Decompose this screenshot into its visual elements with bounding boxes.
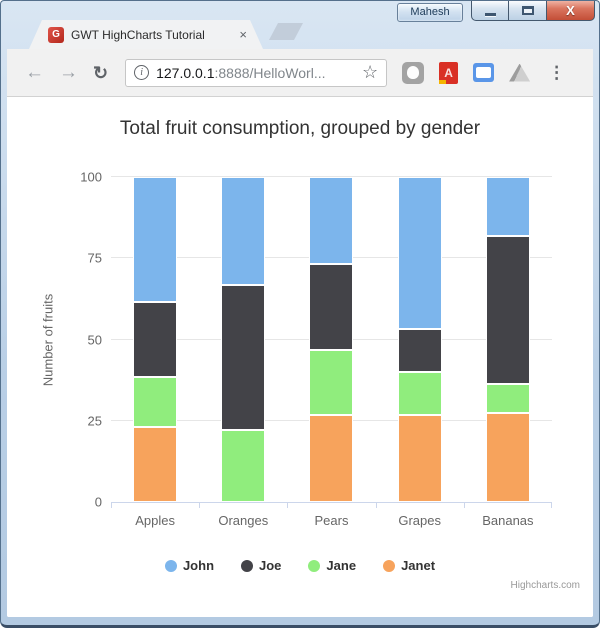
browser-body: ← → ↻ i 127.0.0.1:8888/HelloWorl... ☆ A … bbox=[7, 49, 593, 617]
bar-slot-oranges bbox=[199, 177, 287, 502]
legend-marker-icon bbox=[383, 559, 396, 572]
plot-area: Number of fruits 0 25 50 75 100 Apples Oranges… bbox=[41, 170, 552, 528]
refresh-button[interactable]: ↻ bbox=[93, 62, 109, 83]
bar-segment-joe-apples[interactable] bbox=[133, 302, 178, 377]
red-book-icon: A bbox=[439, 61, 459, 84]
legend-item-janet[interactable]: Janet bbox=[383, 558, 435, 573]
bar-segment-jane-oranges[interactable] bbox=[221, 429, 266, 502]
bar-segment-janet-bananas[interactable] bbox=[485, 413, 530, 502]
x-tick bbox=[463, 502, 465, 508]
maximize-icon bbox=[521, 6, 534, 15]
chart-title: Total fruit consumption, grouped by gend… bbox=[119, 118, 481, 139]
new-tab-button[interactable] bbox=[269, 23, 303, 40]
legend-label: Janet bbox=[401, 558, 436, 573]
x-tick bbox=[287, 502, 289, 508]
shield-icon bbox=[402, 61, 425, 84]
tab-title: GWT HighCharts Tutorial bbox=[71, 27, 205, 42]
y-tick-label: 50 bbox=[87, 332, 102, 347]
page-info-icon[interactable]: i bbox=[134, 65, 150, 80]
bar-segment-john-bananas[interactable] bbox=[485, 177, 530, 237]
browser-menu-button[interactable]: ⋮ bbox=[548, 62, 566, 82]
bar-segment-janet-pears[interactable] bbox=[309, 415, 354, 502]
legend-label: Joe bbox=[259, 558, 282, 573]
chart-page: Total fruit consumption, grouped by gend… bbox=[7, 97, 593, 617]
x-category-label: Apples bbox=[135, 513, 175, 528]
address-bar[interactable]: i 127.0.0.1:8888/HelloWorl... ☆ bbox=[125, 58, 388, 87]
photos-icon bbox=[473, 63, 495, 82]
bar-segment-john-pears[interactable] bbox=[309, 177, 354, 264]
tab-close-icon[interactable]: × bbox=[239, 27, 247, 42]
bookmark-star-icon[interactable]: ☆ bbox=[361, 62, 379, 82]
legend-label: Jane bbox=[326, 558, 357, 573]
minimize-button[interactable] bbox=[471, 1, 509, 21]
window-controls: X bbox=[471, 1, 595, 21]
browser-toolbar: ← → ↻ i 127.0.0.1:8888/HelloWorl... ☆ A … bbox=[7, 49, 593, 97]
bar-segment-jane-apples[interactable] bbox=[133, 377, 178, 427]
drive-triangle-icon bbox=[509, 63, 531, 82]
x-tick bbox=[111, 502, 112, 508]
bar-segment-jane-pears[interactable] bbox=[309, 350, 354, 416]
y-tick-label: 0 bbox=[94, 494, 102, 510]
bar-segment-john-apples[interactable] bbox=[133, 177, 178, 302]
bar-segment-joe-oranges[interactable] bbox=[221, 285, 266, 430]
bar-grapes bbox=[397, 177, 442, 502]
minimize-icon bbox=[484, 13, 496, 16]
legend-label: John bbox=[182, 558, 215, 573]
x-tick bbox=[551, 502, 552, 508]
x-category-label: Grapes bbox=[398, 513, 441, 528]
browser-tab[interactable]: G GWT HighCharts Tutorial × bbox=[29, 20, 263, 49]
bar-slot-pears bbox=[287, 177, 375, 502]
legend-marker-icon bbox=[164, 559, 177, 572]
bar-segment-jane-grapes[interactable] bbox=[397, 372, 442, 416]
legend-marker-icon bbox=[241, 559, 254, 572]
url-host: 127.0.0.1 bbox=[156, 64, 215, 81]
maximize-button[interactable] bbox=[509, 1, 547, 21]
bar-pears bbox=[309, 177, 354, 502]
legend-item-jane[interactable]: Jane bbox=[308, 558, 356, 573]
bar-oranges bbox=[221, 177, 266, 502]
bar-bananas bbox=[485, 177, 530, 502]
close-icon: X bbox=[566, 3, 575, 18]
bar-slot-apples bbox=[111, 177, 199, 502]
legend-marker-icon bbox=[308, 559, 321, 572]
legend: John Joe Jane Janet bbox=[7, 558, 593, 573]
url-path: :8888/HelloWorl... bbox=[214, 64, 326, 81]
y-tick-label: 25 bbox=[87, 413, 102, 429]
close-button[interactable]: X bbox=[547, 1, 595, 21]
back-button[interactable]: ← bbox=[25, 62, 44, 83]
bar-segment-joe-bananas[interactable] bbox=[485, 236, 530, 384]
bar-segment-jane-bananas[interactable] bbox=[485, 383, 530, 414]
bar-segment-joe-grapes[interactable] bbox=[397, 328, 442, 372]
legend-item-joe[interactable]: Joe bbox=[241, 558, 281, 573]
x-tick bbox=[199, 502, 201, 508]
url-text[interactable]: 127.0.0.1:8888/HelloWorl... bbox=[156, 65, 355, 81]
y-tick-label: 100 bbox=[80, 169, 102, 185]
extension-shield-button[interactable] bbox=[402, 61, 425, 84]
bar-segment-john-grapes[interactable] bbox=[397, 177, 442, 329]
bar-slot-bananas bbox=[464, 177, 552, 502]
extension-photos-button[interactable] bbox=[473, 63, 495, 82]
bar-segment-joe-pears[interactable] bbox=[309, 263, 354, 351]
y-tick-label: 75 bbox=[87, 250, 102, 266]
bar-segment-john-oranges[interactable] bbox=[221, 177, 266, 286]
gridline bbox=[111, 176, 552, 177]
window-titlebar[interactable]: Mahesh X bbox=[1, 1, 599, 22]
extension-book-button[interactable]: A bbox=[439, 61, 459, 84]
x-category-label: Pears bbox=[314, 513, 349, 528]
bar-segment-janet-grapes[interactable] bbox=[397, 415, 442, 502]
y-axis-title: Number of fruits bbox=[40, 293, 56, 386]
x-tick bbox=[375, 502, 377, 508]
profile-button[interactable]: Mahesh bbox=[397, 3, 463, 22]
bar-slot-grapes bbox=[376, 177, 464, 502]
legend-item-john[interactable]: John bbox=[164, 558, 215, 573]
extension-drive-button[interactable] bbox=[509, 63, 531, 82]
gwt-favicon-icon: G bbox=[48, 27, 64, 43]
bar-segment-janet-apples[interactable] bbox=[133, 427, 178, 502]
forward-button[interactable]: → bbox=[59, 62, 78, 83]
x-category-label: Bananas bbox=[482, 513, 534, 528]
bar-apples bbox=[133, 177, 178, 502]
x-category-label: Oranges bbox=[218, 513, 269, 528]
highcharts-credits[interactable]: Highcharts.com bbox=[510, 580, 580, 591]
